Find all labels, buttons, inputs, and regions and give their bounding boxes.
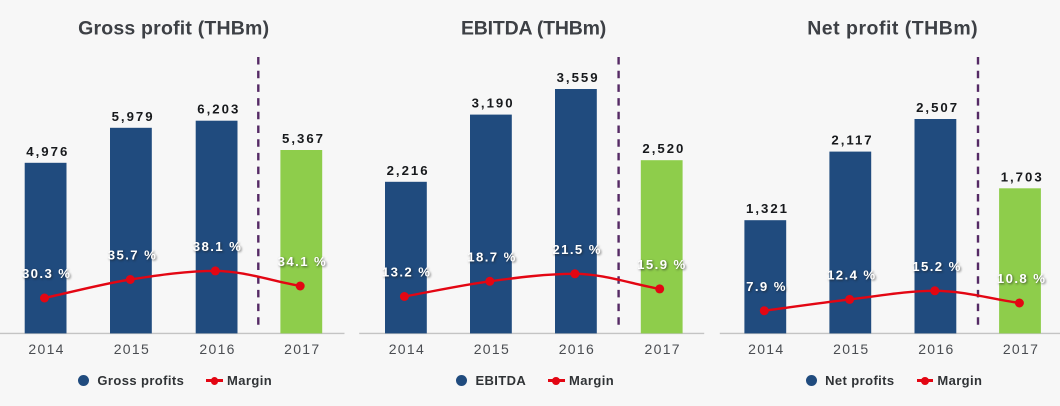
- svg-text:15.9 %: 15.9 %: [637, 257, 686, 272]
- svg-text:2,216: 2,216: [387, 163, 430, 178]
- svg-text:2016: 2016: [199, 341, 235, 357]
- svg-text:Net profit (THBm): Net profit (THBm): [807, 18, 978, 40]
- svg-text:2015: 2015: [474, 341, 510, 357]
- svg-text:2016: 2016: [918, 341, 954, 357]
- svg-text:2014: 2014: [389, 341, 425, 357]
- svg-text:2017: 2017: [1003, 341, 1039, 357]
- svg-text:Gross profit (THBm): Gross profit (THBm): [78, 18, 269, 40]
- svg-text:18.7 %: 18.7 %: [467, 250, 516, 265]
- svg-text:15.2 %: 15.2 %: [912, 259, 961, 274]
- svg-text:21.5 %: 21.5 %: [552, 242, 601, 257]
- svg-text:3,190: 3,190: [472, 96, 515, 111]
- svg-text:34.1 %: 34.1 %: [278, 254, 327, 269]
- svg-text:2015: 2015: [833, 341, 869, 357]
- svg-text:EBITDA (THBm): EBITDA (THBm): [461, 18, 606, 40]
- svg-text:2016: 2016: [559, 341, 595, 357]
- svg-text:2,117: 2,117: [831, 133, 873, 148]
- svg-text:2014: 2014: [748, 341, 784, 357]
- svg-text:35.7 %: 35.7 %: [108, 248, 157, 263]
- svg-text:30.3 %: 30.3 %: [22, 266, 71, 281]
- svg-text:6,203: 6,203: [197, 102, 240, 117]
- svg-text:2,507: 2,507: [916, 100, 959, 115]
- svg-text:13.2 %: 13.2 %: [382, 265, 431, 280]
- svg-text:38.1 %: 38.1 %: [193, 239, 242, 254]
- svg-text:3,559: 3,559: [557, 70, 600, 85]
- svg-text:7.9 %: 7.9 %: [746, 279, 787, 294]
- svg-text:1,703: 1,703: [1001, 169, 1044, 184]
- svg-text:10.8 %: 10.8 %: [997, 271, 1046, 286]
- svg-text:2017: 2017: [645, 341, 681, 357]
- svg-text:2015: 2015: [114, 341, 150, 357]
- svg-text:2,520: 2,520: [642, 141, 685, 156]
- svg-text:2014: 2014: [28, 341, 64, 357]
- svg-text:1,321: 1,321: [746, 201, 789, 216]
- svg-text:5,367: 5,367: [282, 131, 325, 146]
- svg-text:12.4 %: 12.4 %: [827, 268, 876, 283]
- svg-text:4,976: 4,976: [26, 144, 69, 159]
- svg-text:2017: 2017: [284, 341, 320, 357]
- svg-text:5,979: 5,979: [112, 109, 155, 124]
